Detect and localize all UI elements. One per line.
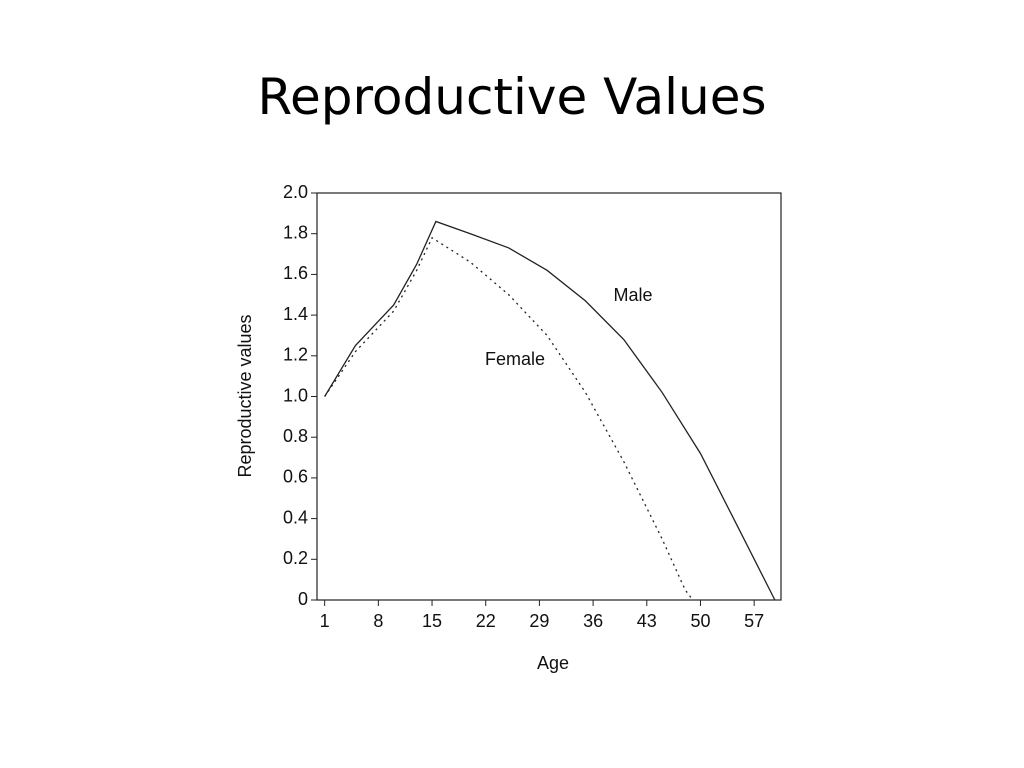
series-line xyxy=(324,236,694,601)
x-tick-label: 1 xyxy=(320,611,330,631)
slide-title: Reproductive Values xyxy=(257,68,767,126)
y-tick-label: 2.0 xyxy=(283,182,308,202)
y-tick-label: 0.8 xyxy=(283,426,308,446)
x-tick-label: 43 xyxy=(637,611,657,631)
x-tick-label: 15 xyxy=(422,611,442,631)
series-label: Female xyxy=(485,349,545,369)
x-axis-label: Age xyxy=(537,653,569,673)
x-tick-label: 22 xyxy=(476,611,496,631)
x-tick-label: 50 xyxy=(690,611,710,631)
y-tick-label: 1.4 xyxy=(283,304,308,324)
y-tick-label: 0 xyxy=(298,589,308,609)
plot-frame xyxy=(316,192,782,601)
y-axis-label: Reproductive values xyxy=(235,314,255,477)
y-tick-label: 0.2 xyxy=(283,548,308,568)
y-tick-label: 1.2 xyxy=(283,345,308,365)
y-tick-label: 0.6 xyxy=(283,467,308,487)
y-tick-label: 1.6 xyxy=(283,263,308,283)
x-tick-label: 29 xyxy=(529,611,549,631)
x-tick-label: 57 xyxy=(744,611,764,631)
y-tick-label: 1.8 xyxy=(283,222,308,242)
x-tick-label: 8 xyxy=(373,611,383,631)
y-tick-label: 0.4 xyxy=(283,507,308,527)
y-tick-label: 1.0 xyxy=(283,385,308,405)
series-line xyxy=(324,220,776,601)
series-label: Male xyxy=(613,285,652,305)
x-tick-label: 36 xyxy=(583,611,603,631)
